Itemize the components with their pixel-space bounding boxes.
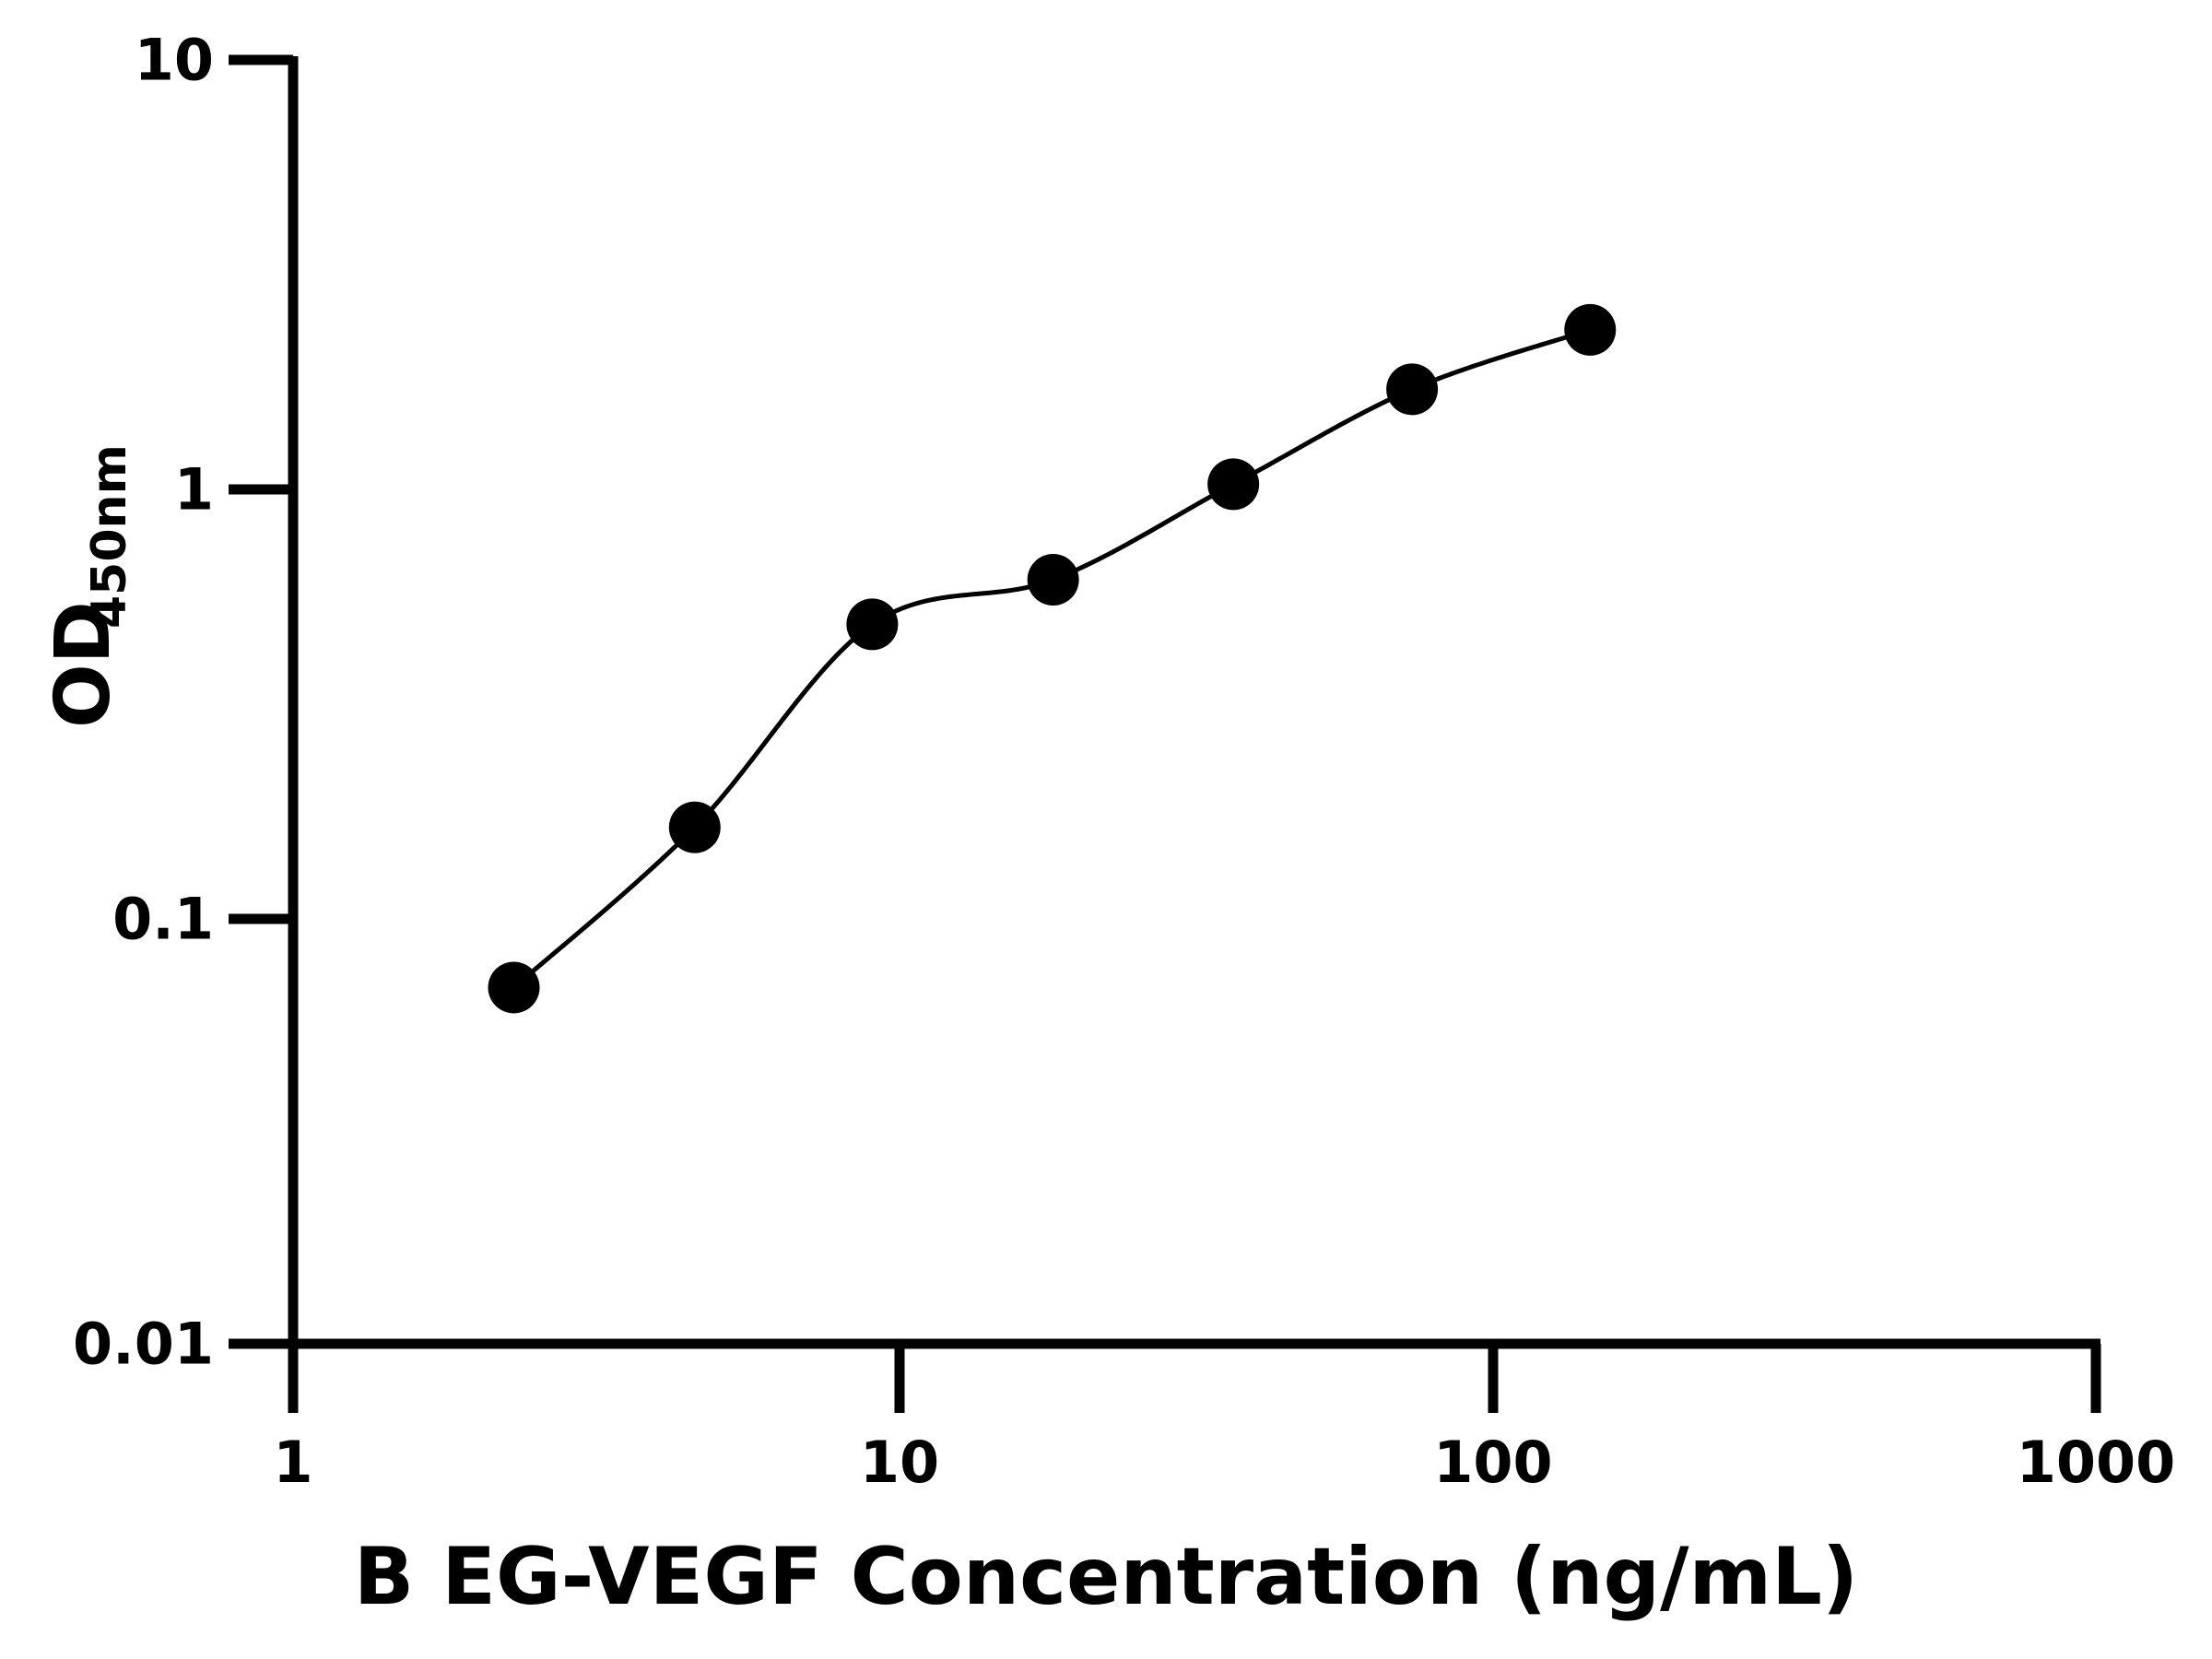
y-tick-labels-group: 10 1 0.1 0.01 xyxy=(73,27,214,1378)
x-ticks-group xyxy=(288,1344,2101,1413)
data-point-marker xyxy=(1386,363,1439,416)
standard-curve-line xyxy=(520,327,1593,983)
y-axis-title: OD 450nm xyxy=(40,444,137,728)
y-ticks-group xyxy=(229,54,293,1349)
data-points-group xyxy=(488,303,1617,1014)
y-tick-label-10: 10 xyxy=(135,27,214,94)
x-tick-labels-group: 1 10 100 1000 xyxy=(273,1429,2175,1496)
y-tick-label-0.01: 0.01 xyxy=(73,1311,214,1378)
y-tick-label-0.1: 0.1 xyxy=(112,886,214,953)
data-point-marker xyxy=(1027,554,1079,606)
x-tick-label-1000: 1000 xyxy=(2017,1429,2176,1496)
y-axis-title-main: OD xyxy=(40,601,127,728)
y-axis-title-subscript: 450nm xyxy=(82,444,137,629)
x-tick-label-10: 10 xyxy=(860,1429,939,1496)
x-tick-label-1: 1 xyxy=(273,1429,312,1496)
data-point-marker xyxy=(846,598,899,651)
data-point-marker xyxy=(668,801,721,853)
axes-group xyxy=(288,56,2100,1349)
data-point-marker xyxy=(488,961,540,1014)
x-axis-title: B EG-VEGF Concentration (ng/mL) xyxy=(354,1531,1858,1623)
y-tick-label-1: 1 xyxy=(174,456,214,524)
data-point-marker xyxy=(1564,303,1617,356)
data-point-marker xyxy=(1207,458,1260,511)
x-tick-label-100: 100 xyxy=(1433,1429,1552,1496)
